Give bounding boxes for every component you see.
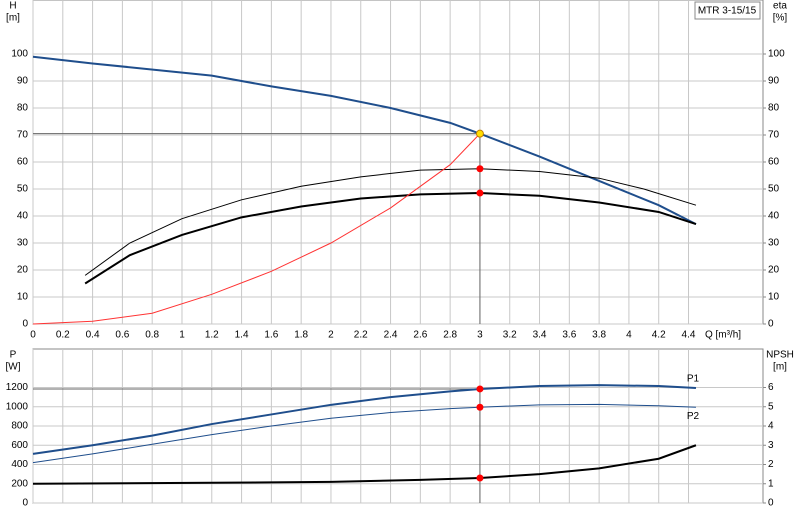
y-tick-label: 200 (11, 478, 28, 489)
y-axis-title: H (9, 1, 16, 12)
y2-tick-label: 60 (768, 157, 780, 168)
y2-tick-label: 100 (768, 49, 785, 60)
x-tick-label: 2 (328, 330, 334, 341)
x-tick-label: 1.2 (205, 330, 219, 341)
x-tick-label: 3.6 (562, 330, 576, 341)
x-tick-label: 1.8 (294, 330, 308, 341)
duty-point (476, 165, 484, 173)
x-tick-label: 4.2 (652, 330, 666, 341)
x-tick-label: 1 (179, 330, 185, 341)
y2-tick-label: 30 (768, 238, 780, 249)
x-tick-label: 0.2 (56, 330, 70, 341)
y2-tick-label: 90 (768, 76, 780, 87)
y2-axis-title: eta (773, 1, 787, 12)
x-tick-label: 0.6 (115, 330, 129, 341)
duty-point (476, 403, 484, 411)
y-tick-label: 20 (17, 265, 29, 276)
duty-point (476, 474, 484, 482)
y-tick-label: 70 (17, 130, 29, 141)
x-tick-label: 1.6 (264, 330, 278, 341)
curve-label: P2 (687, 411, 700, 422)
y-tick-label: 60 (17, 157, 29, 168)
y-tick-label: 1200 (6, 382, 29, 393)
curve (32, 384, 697, 455)
y2-axis-title: NPSH (766, 350, 794, 361)
x-tick-label: 1.4 (235, 330, 249, 341)
y-tick-label: 30 (17, 238, 29, 249)
y2-tick-label: 20 (768, 265, 780, 276)
y-tick-label: 50 (17, 184, 29, 195)
duty-point (475, 129, 484, 138)
x-tick-label: 3.4 (533, 330, 547, 341)
x-tick-label: 2.6 (413, 330, 427, 341)
curve (32, 55, 697, 225)
y-tick-label: 0 (22, 319, 28, 330)
x-tick-label: 3 (477, 330, 483, 341)
y-axis-title: P (10, 350, 17, 361)
duty-point (476, 385, 484, 393)
model-box (694, 1, 761, 20)
y2-tick-label: 50 (768, 184, 780, 195)
y2-tick-label: 6 (768, 382, 774, 393)
x-tick-label: 0.4 (86, 330, 100, 341)
y-tick-label: 600 (11, 440, 28, 451)
y-tick-label: 80 (17, 103, 29, 114)
y-tick-label: 100 (11, 49, 28, 60)
y2-tick-label: 40 (768, 211, 780, 222)
x-axis-title: Q [m³/h] (705, 330, 741, 341)
curve (32, 133, 481, 325)
curve (84, 192, 697, 285)
y2-axis-unit: [m] (773, 362, 787, 373)
y-tick-label: 800 (11, 421, 28, 432)
y2-tick-label: 0 (768, 319, 774, 330)
curve (84, 168, 697, 276)
model-label: MTR 3-15/15 (698, 6, 757, 17)
y2-tick-label: 4 (768, 421, 774, 432)
x-tick-label: 0 (30, 330, 36, 341)
x-tick-label: 4.4 (682, 330, 696, 341)
y-axis-unit: [m] (6, 13, 20, 24)
x-tick-label: 2.4 (384, 330, 398, 341)
x-tick-label: 0.8 (145, 330, 159, 341)
curve (32, 403, 696, 464)
y2-axis-unit: [%] (773, 13, 788, 24)
x-title-bg (702, 329, 744, 341)
x-tick-label: 3.2 (503, 330, 517, 341)
y2-tick-label: 2 (768, 459, 774, 470)
x-tick-label: 2.2 (354, 330, 368, 341)
x-tick-label: 2.8 (443, 330, 457, 341)
x-tick-label: 4 (626, 330, 632, 341)
y-tick-label: 90 (17, 76, 29, 87)
x-tick-label: 3.8 (592, 330, 606, 341)
y2-tick-label: 80 (768, 103, 780, 114)
y2-tick-label: 5 (768, 401, 774, 412)
y-axis-unit: [W] (6, 362, 21, 373)
y2-tick-label: 1 (768, 478, 774, 489)
y2-tick-label: 0 (768, 498, 774, 509)
duty-point (476, 189, 484, 197)
y-tick-label: 40 (17, 211, 29, 222)
y-tick-label: 0 (22, 498, 28, 509)
curve-label: P1 (687, 374, 700, 385)
y2-tick-label: 10 (768, 292, 780, 303)
y2-tick-label: 3 (768, 440, 774, 451)
y-tick-label: 1000 (6, 401, 29, 412)
y2-tick-label: 70 (768, 130, 780, 141)
y-tick-label: 400 (11, 459, 28, 470)
y-tick-label: 10 (17, 292, 29, 303)
